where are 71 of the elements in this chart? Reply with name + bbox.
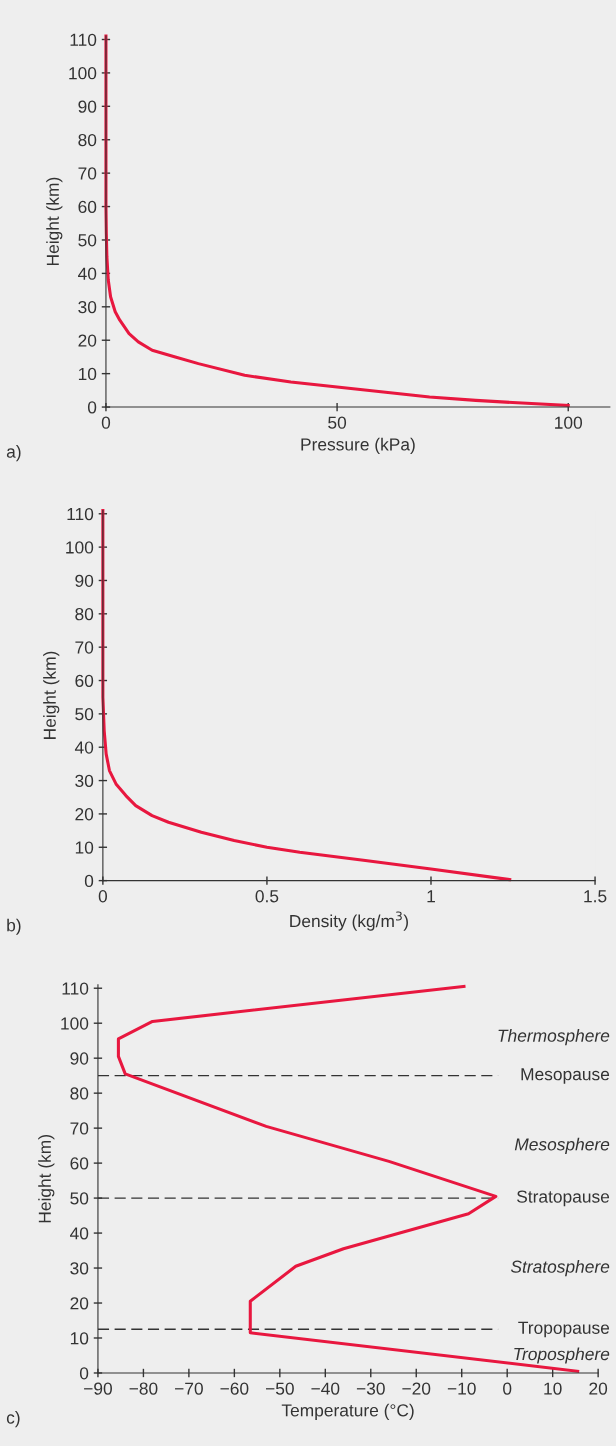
x-axis-title: Temperature (°C) (281, 1403, 414, 1420)
x-tick-label: −60 (220, 1382, 249, 1395)
x-tick-label: −80 (129, 1382, 158, 1395)
x-axis-title: Density (kg/m$^{3}$) (290, 911, 408, 931)
y-tick-label: 80 (78, 133, 97, 147)
y-tick-label: 100 (69, 67, 97, 80)
annotation: Thermosphere (498, 1029, 610, 1046)
y-tick-label: 0 (79, 1367, 89, 1380)
y-tick-label: 80 (70, 1087, 89, 1100)
y-tick-label: 110 (70, 33, 97, 46)
annotation: Mesosphere (514, 1137, 610, 1154)
y-tick-label: 40 (78, 267, 97, 280)
x-tick-label: −30 (356, 1382, 385, 1395)
x-tick-label: 0.5 (255, 890, 279, 903)
x-tick-label: −20 (402, 1382, 431, 1395)
y-tick-label: 10 (70, 1332, 89, 1345)
x-tick-label: 0 (101, 416, 111, 429)
y-axis-title: Height (km) (38, 1135, 55, 1223)
y-tick-label: 60 (70, 1157, 89, 1170)
y-tick-label: 0 (84, 874, 94, 888)
y-tick-label: 30 (78, 300, 97, 314)
x-tick-label: 0 (503, 1382, 512, 1395)
y-tick-label: 60 (78, 200, 97, 214)
y-axis-title: Height (km) (43, 651, 60, 739)
y-tick-label: 90 (75, 574, 94, 587)
y-tick-label: 50 (78, 234, 97, 247)
y-tick-label: 20 (70, 1297, 89, 1310)
y-tick-label: 30 (70, 1262, 89, 1275)
y-tick-label: 40 (70, 1227, 89, 1240)
x-tick-label: 1.5 (584, 890, 607, 903)
y-tick-label: 70 (70, 1122, 89, 1135)
y-tick-label: 100 (61, 1017, 89, 1030)
x-tick-label: 10 (544, 1382, 562, 1395)
y-tick-label: 50 (75, 708, 94, 721)
x-tick-label: −50 (265, 1382, 294, 1395)
x-tick-label: 20 (589, 1382, 608, 1395)
ref-line-label: Stratopause (517, 1190, 610, 1207)
y-tick-label: 0 (87, 401, 97, 414)
y-tick-label: 10 (75, 841, 94, 854)
y-tick-label: 90 (70, 1052, 89, 1065)
ref-line-label: Mesopause (521, 1068, 610, 1084)
text: b) (7, 918, 21, 935)
y-tick-label: 60 (75, 674, 94, 687)
y-tick-label: 70 (75, 641, 94, 654)
x-tick-label: 100 (555, 416, 583, 429)
y-tick-label: 110 (67, 507, 94, 521)
x-tick-label: 0 (98, 890, 108, 903)
x-tick-label: −90 (84, 1382, 112, 1395)
y-tick-label: 10 (78, 367, 97, 381)
y-tick-label: 40 (74, 741, 94, 754)
annotation: Troposphere (514, 1347, 610, 1364)
text: c) (6, 1411, 20, 1428)
y-axis-title: Height (km) (46, 177, 63, 266)
y-tick-label: 30 (75, 774, 94, 788)
y-tick-label: 90 (78, 100, 97, 113)
y-tick-label: 20 (78, 334, 97, 347)
text: a) (6, 445, 21, 462)
ref-line-label: Tropopause (518, 1321, 610, 1338)
x-tick-label: 1 (427, 890, 435, 903)
y-tick-label: 110 (62, 982, 89, 995)
x-tick-label: −10 (447, 1382, 476, 1395)
x-tick-label: −40 (311, 1382, 340, 1395)
y-tick-label: 80 (75, 607, 94, 621)
x-tick-label: −70 (175, 1382, 203, 1395)
y-tick-label: 70 (78, 167, 97, 180)
x-axis-title: Pressure (kPa) (301, 437, 415, 454)
y-tick-label: 20 (75, 808, 94, 821)
y-tick-label: 100 (66, 541, 94, 554)
x-tick-label: 50 (328, 416, 347, 429)
annotation: Stratosphere (510, 1260, 610, 1277)
y-tick-label: 50 (70, 1192, 89, 1205)
